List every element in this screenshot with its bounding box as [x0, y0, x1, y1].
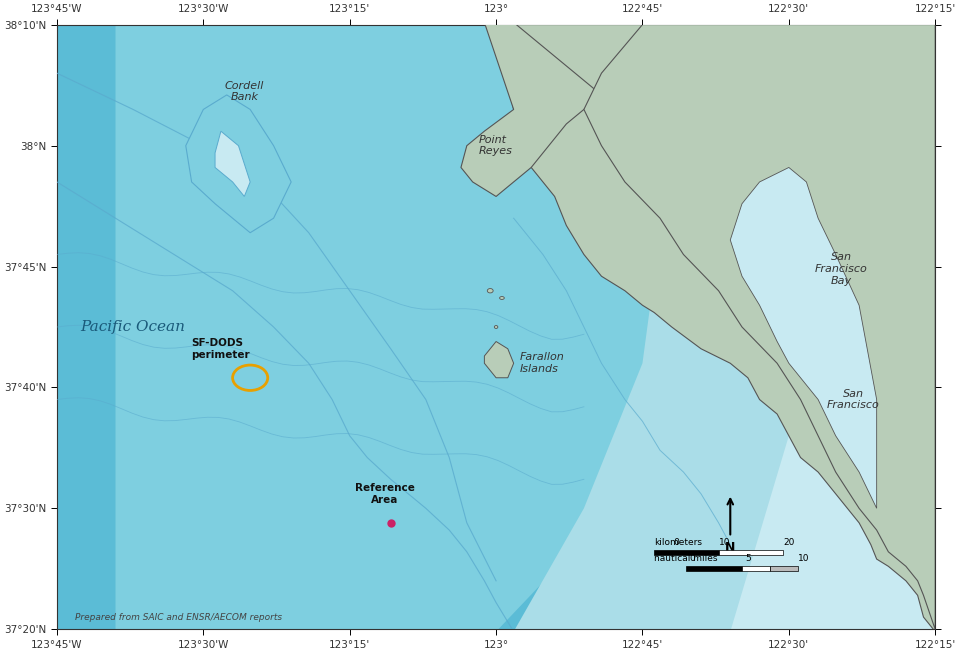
Text: 5: 5	[745, 554, 751, 562]
Polygon shape	[461, 22, 602, 196]
Ellipse shape	[494, 326, 498, 328]
Text: Cordell
Bank: Cordell Bank	[225, 80, 264, 102]
Text: nautical miles: nautical miles	[654, 554, 718, 562]
Text: San
Francisco: San Francisco	[827, 388, 879, 410]
Text: kilometers: kilometers	[654, 538, 702, 547]
Text: 10: 10	[719, 538, 731, 547]
Text: Reference
Area: Reference Area	[355, 483, 415, 505]
Text: 20: 20	[783, 538, 795, 547]
Polygon shape	[731, 167, 876, 508]
Text: SF-DODS
perimeter: SF-DODS perimeter	[192, 338, 251, 360]
Bar	[686, 566, 742, 572]
Text: Point
Reyes: Point Reyes	[478, 135, 513, 156]
Bar	[742, 566, 770, 572]
Polygon shape	[485, 341, 514, 378]
Text: 0: 0	[654, 538, 680, 547]
Text: 10: 10	[798, 554, 809, 562]
Polygon shape	[485, 22, 935, 632]
Text: San
Francisco
Bay: San Francisco Bay	[815, 252, 868, 286]
Bar	[654, 549, 719, 555]
Text: Prepared from SAIC and ENSR/AECOM reports: Prepared from SAIC and ENSR/AECOM report…	[75, 613, 281, 622]
Ellipse shape	[499, 296, 504, 300]
Polygon shape	[514, 22, 876, 632]
Text: Farallon
Islands: Farallon Islands	[519, 353, 564, 374]
Text: 0: 0	[689, 554, 695, 562]
Polygon shape	[115, 22, 731, 632]
Polygon shape	[731, 22, 935, 632]
Bar	[719, 549, 783, 555]
Polygon shape	[215, 131, 251, 196]
Polygon shape	[584, 25, 935, 629]
Polygon shape	[186, 95, 291, 233]
Text: Pacific Ocean: Pacific Ocean	[81, 320, 185, 334]
Text: N: N	[725, 541, 735, 554]
Bar	[770, 566, 798, 572]
Ellipse shape	[488, 288, 493, 293]
